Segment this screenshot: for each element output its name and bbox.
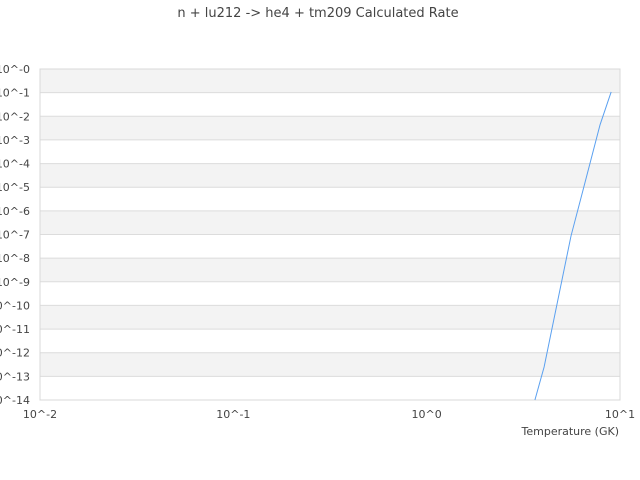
y-tick-label: 10^-13 — [0, 370, 30, 383]
x-tick-label: 10^-1 — [216, 408, 250, 421]
x-axis-label: Temperature (GK) — [521, 425, 620, 438]
x-tick-label: 10^0 — [412, 408, 442, 421]
y-tick-label: 10^-10 — [0, 299, 30, 312]
y-tick-label: 10^-12 — [0, 347, 30, 360]
x-tick-label: 10^1 — [605, 408, 635, 421]
x-tick-label: 10^-2 — [23, 408, 57, 421]
y-tick-label: 10^-8 — [0, 252, 30, 265]
grid-band — [40, 258, 620, 282]
y-tick-label: 10^-6 — [0, 205, 30, 218]
y-tick-label: 10^-5 — [0, 181, 30, 194]
y-tick-label: 10^-7 — [0, 229, 30, 242]
grid-band — [40, 69, 620, 93]
y-tick-label: 10^-9 — [0, 276, 30, 289]
y-tick-label: 10^-2 — [0, 110, 30, 123]
y-tick-label: 10^-14 — [0, 394, 30, 407]
y-tick-label: 10^-1 — [0, 87, 30, 100]
grid-band — [40, 163, 620, 188]
y-tick-label: 10^-11 — [0, 323, 30, 336]
grid-band — [40, 352, 620, 377]
grid-band — [40, 210, 620, 235]
y-tick-label: 10^-0 — [0, 63, 30, 76]
plot-frame — [39, 68, 621, 401]
y-tick-label: 10^-3 — [0, 134, 30, 147]
y-tick-label: 10^-4 — [0, 158, 30, 171]
grid-band — [40, 116, 620, 140]
rate-line — [534, 91, 612, 401]
grid-band — [40, 305, 620, 330]
chart-title: n + lu212 -> he4 + tm209 Calculated Rate — [177, 6, 458, 21]
